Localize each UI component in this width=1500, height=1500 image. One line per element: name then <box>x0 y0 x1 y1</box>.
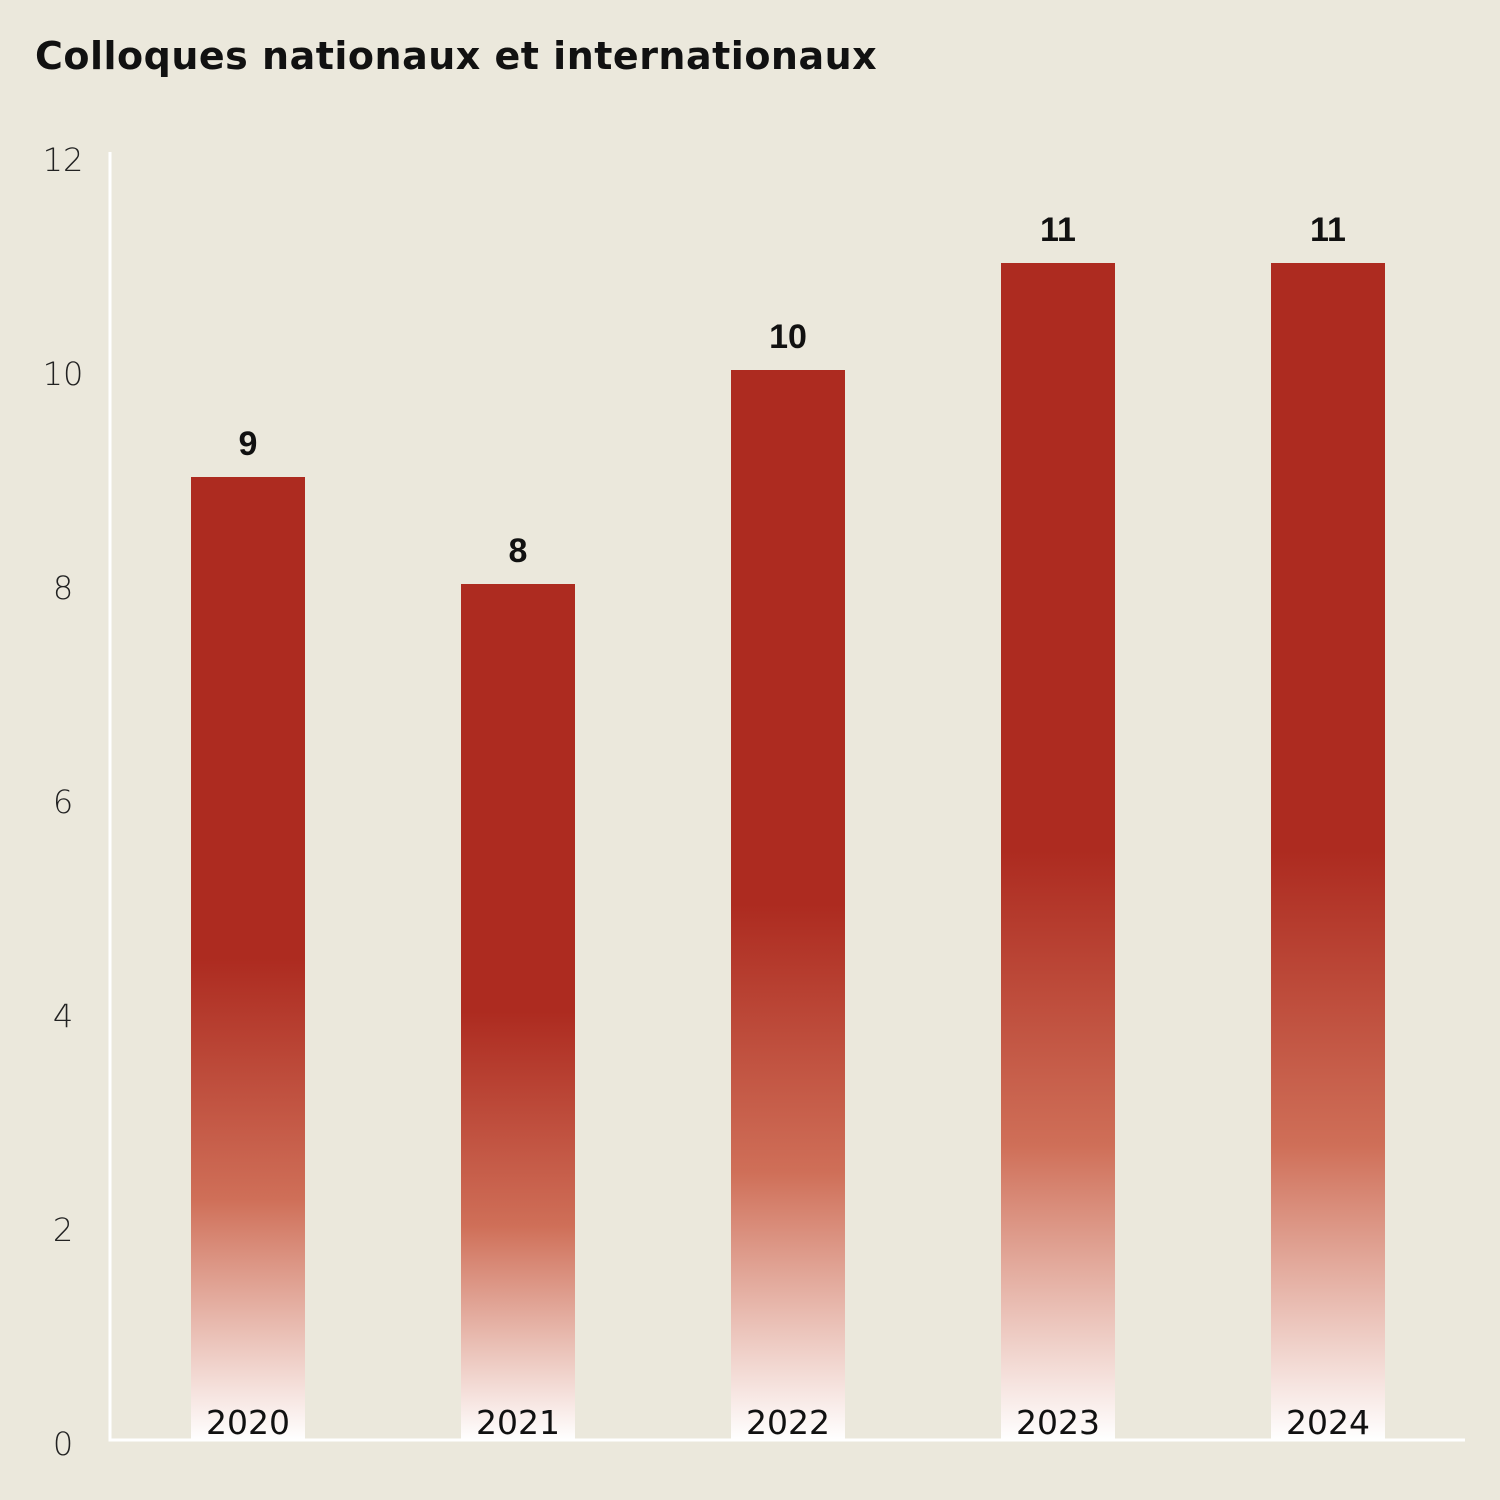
bar-2021 <box>461 584 575 1440</box>
data-label: 10 <box>769 318 807 356</box>
y-tick-label: 10 <box>43 355 84 393</box>
y-tick-label: 12 <box>43 141 84 179</box>
y-tick-label: 0 <box>53 1425 73 1463</box>
x-tick-label: 2022 <box>746 1403 830 1442</box>
y-tick-label: 4 <box>53 997 73 1035</box>
bar-2023 <box>1001 263 1115 1440</box>
bar-2024 <box>1271 263 1385 1440</box>
data-label: 9 <box>239 425 258 463</box>
y-tick-label: 6 <box>53 783 73 821</box>
data-label: 11 <box>1310 211 1346 249</box>
x-tick-label: 2021 <box>476 1403 560 1442</box>
x-tick-label: 2020 <box>206 1403 290 1442</box>
y-tick-label: 2 <box>53 1211 73 1249</box>
chart-title: Colloques nationaux et internationaux <box>35 34 878 78</box>
bar-2020 <box>191 477 305 1440</box>
x-tick-label: 2023 <box>1016 1403 1100 1442</box>
bar-2022 <box>731 370 845 1440</box>
data-label: 8 <box>509 532 528 570</box>
y-tick-label: 8 <box>53 569 73 607</box>
x-tick-label: 2024 <box>1286 1403 1370 1442</box>
data-label: 11 <box>1040 211 1076 249</box>
